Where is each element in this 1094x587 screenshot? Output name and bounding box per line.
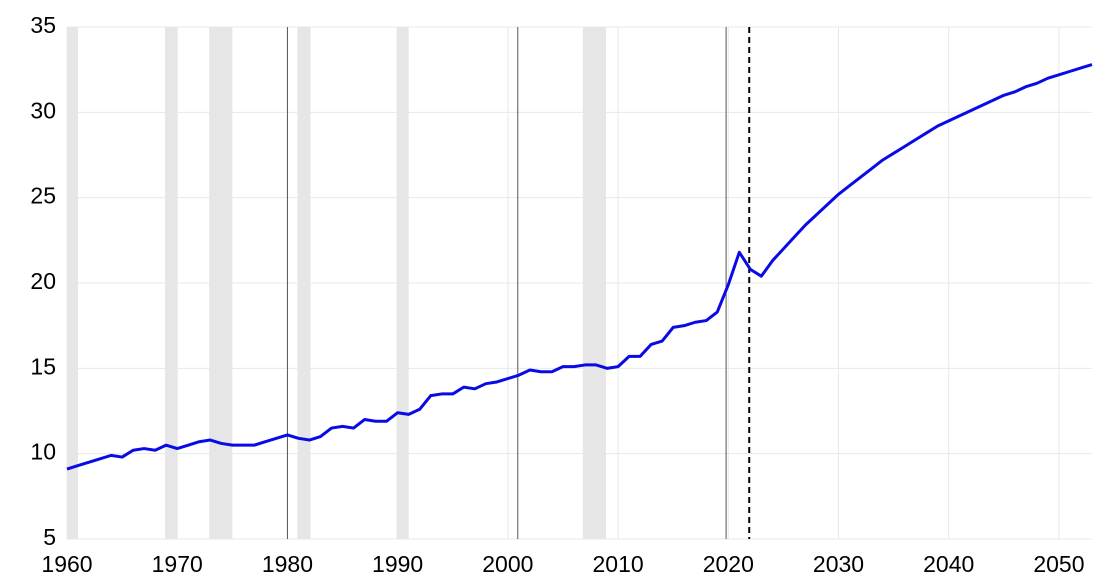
x-tick-label: 2020	[703, 551, 754, 577]
x-tick-label: 2000	[482, 551, 533, 577]
line-series	[66, 63, 1093, 471]
y-tick-label: 30	[30, 97, 56, 123]
shaded-period	[209, 27, 233, 539]
y-tick-label: 15	[30, 353, 56, 379]
y-tick-label: 25	[30, 183, 56, 209]
y-tick-label: 20	[30, 268, 56, 294]
shaded-period	[582, 27, 606, 539]
shaded-period	[396, 27, 409, 539]
x-tick-label: 2010	[592, 551, 643, 577]
y-tick-label: 10	[30, 439, 56, 465]
x-tick-label: 1990	[372, 551, 423, 577]
y-tick-label: 35	[30, 12, 56, 38]
x-tick-label: 2050	[1033, 551, 1084, 577]
shaded-period	[165, 27, 178, 539]
shaded-period	[67, 27, 79, 539]
x-tick-label: 2030	[813, 551, 864, 577]
y-tick-label: 5	[43, 524, 56, 550]
x-tick-label: 1960	[41, 551, 92, 577]
x-tick-label: 2040	[923, 551, 974, 577]
shaded-period	[297, 27, 311, 539]
x-tick-label: 1970	[152, 551, 203, 577]
x-tick-label: 1980	[262, 551, 313, 577]
